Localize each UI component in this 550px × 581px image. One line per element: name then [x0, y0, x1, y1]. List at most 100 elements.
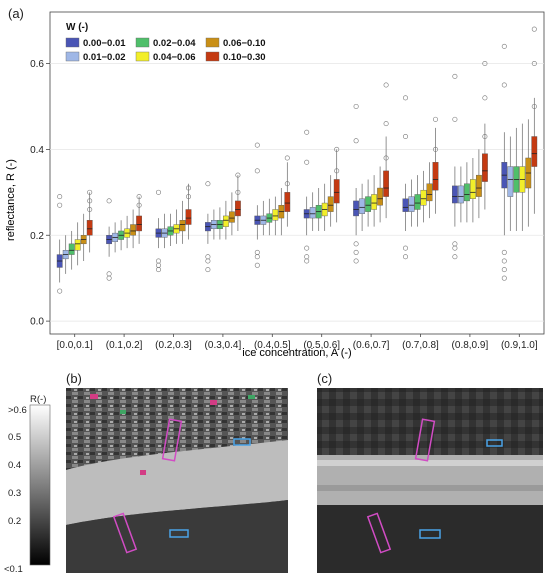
box-plot: [216, 207, 223, 240]
x-tick-label: (0.6,0.7]: [353, 340, 390, 351]
outlier-point: [452, 73, 458, 79]
box-plot: [452, 166, 458, 227]
legend-label: 0.06−0.10: [223, 38, 266, 49]
box: [359, 198, 365, 214]
box-plot: [68, 230, 75, 270]
outlier-point: [205, 254, 211, 260]
box-plot: [476, 149, 482, 219]
legend-swatch: [205, 51, 220, 62]
box-plot: [185, 183, 192, 240]
box-plot: [519, 123, 526, 231]
box-plot: [62, 235, 69, 274]
box: [74, 239, 81, 251]
outlier-point: [452, 241, 458, 247]
box-plot: [408, 179, 415, 227]
box-plot: [112, 222, 119, 253]
box: [353, 200, 359, 217]
box: [185, 209, 192, 225]
outlier-point: [186, 194, 192, 200]
roi-magenta-c1: [414, 418, 436, 462]
box-plot: [234, 175, 241, 231]
box-plot: [124, 215, 131, 249]
box: [470, 179, 476, 199]
box-plot: [309, 192, 316, 231]
outlier-point: [205, 181, 211, 187]
box-plot: [377, 166, 383, 223]
box: [228, 211, 235, 223]
outlier-point: [353, 138, 359, 144]
colorbar-tick-label: 0.3: [8, 488, 21, 499]
box: [309, 207, 316, 219]
outlier-point: [482, 95, 488, 101]
legend-swatch: [205, 37, 220, 48]
colorbar-top-label: >0.6: [8, 405, 27, 416]
box-plot: [155, 218, 162, 249]
outlier-point: [284, 181, 290, 187]
box: [371, 194, 377, 210]
box-plot: [426, 162, 433, 219]
box-plot: [86, 192, 93, 253]
box-plot: [513, 127, 520, 231]
outlier-point: [334, 146, 340, 152]
outlier-point: [87, 198, 93, 204]
colorbar: R(-) >0.6 0.5 0.4 0.3 0.2 <0.1: [4, 394, 51, 575]
outlier-point: [353, 249, 359, 255]
box-plot: [333, 149, 340, 223]
box-plot: [470, 157, 476, 223]
box: [452, 185, 458, 204]
roi-blue-b2: [169, 529, 189, 538]
box-plots: [56, 26, 538, 294]
box: [383, 170, 389, 197]
box: [365, 196, 371, 212]
colorbar-bottom-label: <0.1: [4, 564, 23, 575]
x-axis-title: ice concentration, A (-): [242, 347, 351, 359]
outlier-point: [304, 159, 310, 165]
box-plot: [327, 175, 334, 227]
outlier-point: [531, 103, 537, 109]
box: [482, 153, 488, 182]
box-plot: [204, 213, 211, 244]
outlier-point: [501, 43, 507, 49]
box-plot: [222, 200, 229, 240]
box-plot: [167, 213, 174, 246]
box-plot: [106, 226, 113, 257]
box-plot: [303, 196, 310, 236]
box-plot: [136, 196, 142, 244]
y-axis-title: reflectance, R (-): [5, 159, 17, 241]
box-plot: [420, 170, 427, 223]
box-plot: [507, 136, 514, 231]
panel-a-label: (a): [8, 6, 24, 21]
box-plot: [458, 166, 464, 223]
panel-c-label: (c): [317, 371, 332, 386]
box: [327, 196, 334, 212]
outlier-point: [87, 189, 93, 195]
outlier-point: [186, 185, 192, 191]
outlier-point: [57, 288, 63, 294]
legend-swatch: [65, 37, 80, 48]
outlier-point: [501, 275, 507, 281]
x-tick-label: (0.1,0.2]: [106, 340, 143, 351]
box: [531, 136, 538, 167]
legend-title: W (-): [66, 22, 88, 33]
outlier-point: [156, 258, 162, 264]
box: [414, 194, 421, 210]
box: [476, 174, 482, 197]
outlier-point: [254, 142, 260, 148]
outlier-point: [482, 61, 488, 67]
y-tick-label: 0.6: [30, 59, 44, 70]
outlier-point: [452, 254, 458, 260]
box: [222, 215, 229, 227]
outlier-point: [57, 194, 63, 200]
colorbar-tick-label: 0.5: [8, 432, 21, 443]
outlier-point: [501, 267, 507, 273]
x-axis: [0.0,0.1] (0.1,0.2] (0.2,0.3] (0.3,0.4] (0.4…: [57, 334, 538, 351]
box-plot: [179, 200, 186, 244]
box-plot: [272, 196, 279, 236]
box-plot: [402, 183, 409, 231]
outlier-point: [501, 249, 507, 255]
box-plot: [74, 222, 81, 266]
outlier-point: [235, 172, 241, 178]
y-axis: 0.0 0.2 0.4 0.6: [30, 59, 50, 328]
box-plot: [315, 188, 322, 231]
outlier-point: [156, 189, 162, 195]
